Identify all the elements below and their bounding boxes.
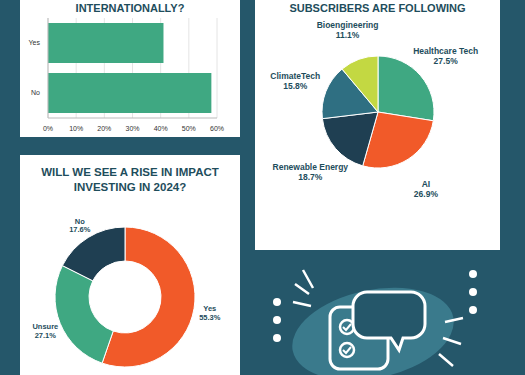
svg-text:Renewable Energy18.7%: Renewable Energy18.7%	[273, 162, 349, 182]
svg-text:Yes: Yes	[29, 39, 41, 46]
svg-text:Healthcare Tech27.5%: Healthcare Tech27.5%	[413, 46, 478, 66]
html-text:WILL WE SEE A RISE IN IMPACT I: WILL WE SEE A RISE IN IMPACT INVESTING I…	[41, 166, 219, 193]
svg-text:Yes55.3%: Yes55.3%	[199, 304, 221, 322]
svg-text:No17.6%: No17.6%	[69, 217, 91, 235]
svg-text:20%: 20%	[97, 125, 111, 132]
svg-text:10%: 10%	[69, 125, 83, 132]
svg-text:Bioengineering11.1%: Bioengineering11.1%	[317, 20, 379, 40]
svg-text:AI26.9%: AI26.9%	[414, 179, 439, 199]
svg-text:60%: 60%	[210, 125, 224, 132]
svg-text:No: No	[31, 89, 40, 96]
svg-text:50%: 50%	[182, 125, 196, 132]
svg-text:30%: 30%	[125, 125, 139, 132]
svg-text:Unsure27.1%: Unsure27.1%	[32, 322, 58, 340]
html-text:INTERNATIONALLY?: INTERNATIONALLY?	[75, 2, 185, 14]
svg-text:0%: 0%	[43, 125, 53, 132]
svg-text:ClimateTech15.8%: ClimateTech15.8%	[270, 71, 320, 91]
svg-text:40%: 40%	[154, 125, 168, 132]
html-text:SUBSCRIBERS ARE FOLLOWING: SUBSCRIBERS ARE FOLLOWING	[289, 2, 466, 14]
